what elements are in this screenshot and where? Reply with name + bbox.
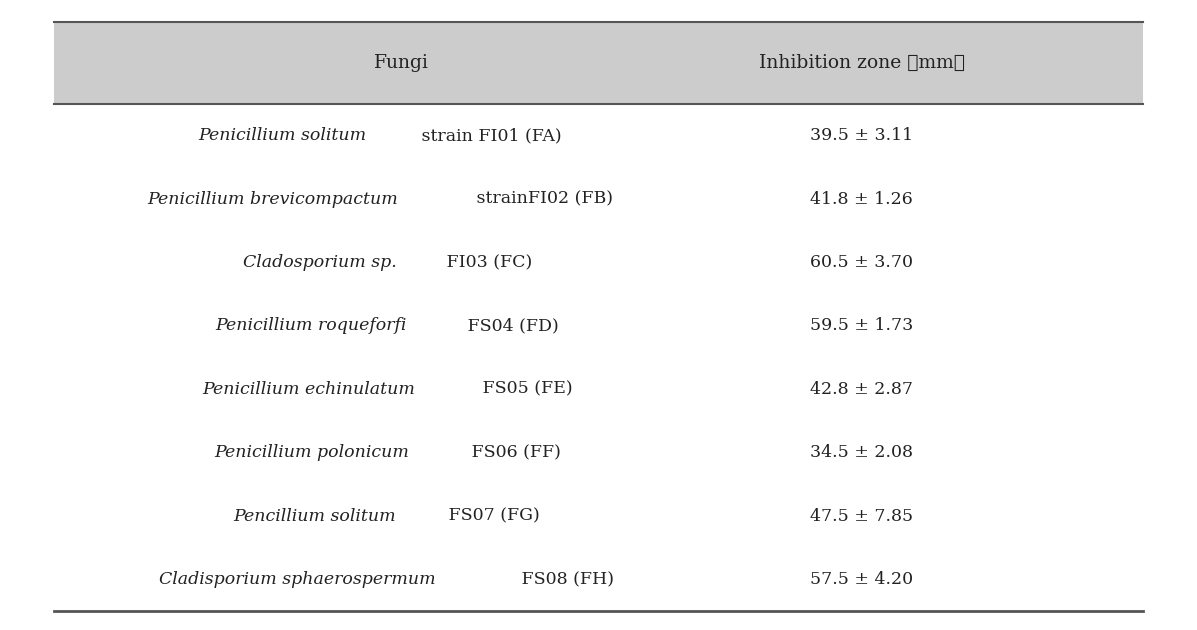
Text: 34.5 ± 2.08: 34.5 ± 2.08 bbox=[810, 444, 913, 461]
Text: 47.5 ± 7.85: 47.5 ± 7.85 bbox=[810, 508, 913, 525]
Text: Cladisporium sphaerospermum: Cladisporium sphaerospermum bbox=[159, 571, 436, 588]
Text: Penicillium roqueforfi: Penicillium roqueforfi bbox=[215, 318, 407, 335]
Text: strain FI01 (FA): strain FI01 (FA) bbox=[415, 127, 561, 144]
Text: FS07 (FG): FS07 (FG) bbox=[444, 508, 540, 525]
Text: 60.5 ± 3.70: 60.5 ± 3.70 bbox=[810, 254, 913, 271]
Text: 57.5 ± 4.20: 57.5 ± 4.20 bbox=[810, 571, 913, 588]
Text: strainFI02 (FB): strainFI02 (FB) bbox=[472, 190, 613, 207]
Text: Fungi: Fungi bbox=[373, 54, 429, 72]
Text: Inhibition zone （mm）: Inhibition zone （mm） bbox=[759, 54, 965, 72]
Bar bbox=[54, 22, 1143, 104]
Text: Cladosporium sp.: Cladosporium sp. bbox=[243, 254, 396, 271]
Text: 42.8 ± 2.87: 42.8 ± 2.87 bbox=[810, 381, 913, 398]
Text: FI03 (FC): FI03 (FC) bbox=[442, 254, 533, 271]
Text: 39.5 ± 3.11: 39.5 ± 3.11 bbox=[810, 127, 913, 144]
Text: Penicillium brevicompactum: Penicillium brevicompactum bbox=[147, 190, 399, 207]
Text: FS05 (FE): FS05 (FE) bbox=[476, 381, 572, 398]
Text: Penicillium solitum: Penicillium solitum bbox=[199, 127, 366, 144]
Text: Penicillium echinulatum: Penicillium echinulatum bbox=[202, 381, 415, 398]
Text: FS08 (FH): FS08 (FH) bbox=[516, 571, 614, 588]
Text: 41.8 ± 1.26: 41.8 ± 1.26 bbox=[810, 190, 913, 207]
Text: 59.5 ± 1.73: 59.5 ± 1.73 bbox=[810, 318, 913, 335]
Text: Penicillium polonicum: Penicillium polonicum bbox=[214, 444, 409, 461]
Text: FS06 (FF): FS06 (FF) bbox=[466, 444, 560, 461]
Text: FS04 (FD): FS04 (FD) bbox=[462, 318, 559, 335]
Text: Pencillium solitum: Pencillium solitum bbox=[233, 508, 396, 525]
